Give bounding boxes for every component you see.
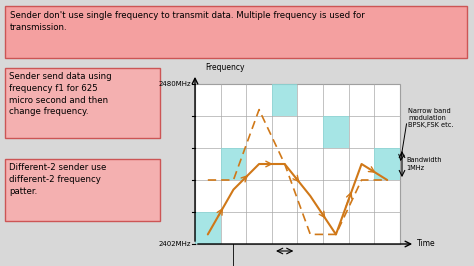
Text: 2480MHz: 2480MHz <box>158 81 191 87</box>
Bar <box>323 116 349 148</box>
Text: Frequency: Frequency <box>205 63 245 72</box>
Bar <box>374 148 400 180</box>
Text: Time: Time <box>417 239 436 248</box>
Bar <box>5 6 467 58</box>
Bar <box>5 159 160 221</box>
Text: Sender don't use single frequency to transmit data. Multiple frequency is used f: Sender don't use single frequency to tra… <box>10 11 365 32</box>
Bar <box>195 212 220 244</box>
Bar <box>195 84 400 244</box>
Text: Sender send data using
frequency f1 for 625
micro second and then
change frequen: Sender send data using frequency f1 for … <box>9 72 111 117</box>
Text: Different-2 sender use
different-2 frequency
patter.: Different-2 sender use different-2 frequ… <box>9 163 106 196</box>
Text: 2402MHz: 2402MHz <box>158 241 191 247</box>
Text: Narrow band
modulation
BPSK,FSK etc.: Narrow band modulation BPSK,FSK etc. <box>408 108 454 128</box>
Bar <box>272 84 298 116</box>
Text: Bandwidth
1MHz: Bandwidth 1MHz <box>406 157 441 171</box>
Bar <box>220 148 246 180</box>
Bar <box>5 68 160 138</box>
